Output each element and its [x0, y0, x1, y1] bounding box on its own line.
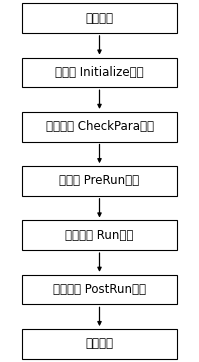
Bar — [22, 220, 177, 250]
Text: 构造函数: 构造函数 — [86, 12, 113, 25]
Bar — [22, 329, 177, 359]
Bar — [22, 3, 177, 33]
Text: 数据处理 Run（）: 数据处理 Run（） — [65, 229, 134, 242]
Text: 析构函数: 析构函数 — [86, 337, 113, 350]
Text: 后期处理 PostRun（）: 后期处理 PostRun（） — [53, 283, 146, 296]
Text: 参数检查 CheckPara（）: 参数检查 CheckPara（） — [46, 120, 153, 133]
Bar — [22, 112, 177, 142]
Text: 预处理 PreRun（）: 预处理 PreRun（） — [60, 174, 139, 188]
Bar — [22, 58, 177, 87]
Bar — [22, 275, 177, 304]
Text: 初始化 Initialize（）: 初始化 Initialize（） — [55, 66, 144, 79]
Bar — [22, 166, 177, 196]
